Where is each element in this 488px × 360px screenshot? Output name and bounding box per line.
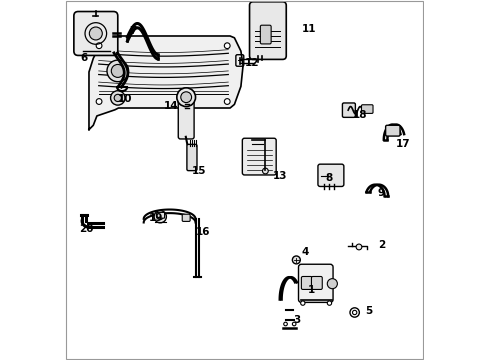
Circle shape [262, 168, 268, 174]
Circle shape [110, 91, 125, 105]
FancyBboxPatch shape [298, 264, 332, 302]
Circle shape [283, 322, 287, 326]
Circle shape [157, 214, 163, 220]
FancyBboxPatch shape [178, 91, 194, 139]
Circle shape [300, 301, 305, 305]
Text: 20: 20 [79, 224, 93, 234]
Text: 7: 7 [129, 26, 136, 36]
Circle shape [111, 64, 124, 77]
Circle shape [326, 279, 337, 289]
Circle shape [177, 88, 195, 107]
Text: 8: 8 [325, 173, 332, 183]
FancyBboxPatch shape [182, 214, 190, 221]
Text: 15: 15 [191, 166, 205, 176]
Text: 16: 16 [196, 227, 210, 237]
Circle shape [292, 322, 295, 326]
Text: 11: 11 [302, 24, 316, 34]
Circle shape [292, 256, 300, 264]
Circle shape [89, 27, 102, 40]
Circle shape [154, 211, 166, 223]
Text: 19: 19 [149, 213, 163, 223]
FancyBboxPatch shape [156, 212, 164, 218]
Text: 2: 2 [377, 240, 384, 250]
Circle shape [107, 60, 128, 82]
Text: 18: 18 [352, 110, 366, 120]
FancyBboxPatch shape [242, 138, 276, 175]
FancyBboxPatch shape [260, 25, 270, 44]
FancyBboxPatch shape [342, 103, 355, 117]
Text: 13: 13 [273, 171, 287, 181]
Text: 3: 3 [292, 315, 300, 325]
Circle shape [355, 244, 361, 250]
FancyBboxPatch shape [301, 276, 311, 289]
Circle shape [224, 99, 230, 104]
Polygon shape [89, 36, 243, 130]
Text: 1: 1 [307, 285, 314, 295]
FancyBboxPatch shape [74, 12, 118, 55]
Text: 10: 10 [118, 94, 132, 104]
FancyBboxPatch shape [361, 105, 372, 113]
Circle shape [96, 43, 102, 49]
FancyBboxPatch shape [186, 144, 197, 171]
Text: 17: 17 [395, 139, 409, 149]
Text: 12: 12 [244, 58, 259, 68]
Text: 6: 6 [81, 53, 88, 63]
FancyBboxPatch shape [311, 276, 322, 289]
Text: 5: 5 [365, 306, 371, 316]
Text: 14: 14 [163, 101, 178, 111]
Circle shape [114, 94, 121, 102]
FancyBboxPatch shape [317, 164, 343, 186]
FancyBboxPatch shape [385, 125, 399, 136]
Circle shape [326, 301, 331, 305]
Circle shape [181, 92, 191, 103]
Circle shape [224, 43, 230, 49]
FancyBboxPatch shape [249, 2, 285, 59]
Text: 4: 4 [301, 247, 308, 257]
Text: 9: 9 [377, 188, 384, 198]
Circle shape [96, 99, 102, 104]
